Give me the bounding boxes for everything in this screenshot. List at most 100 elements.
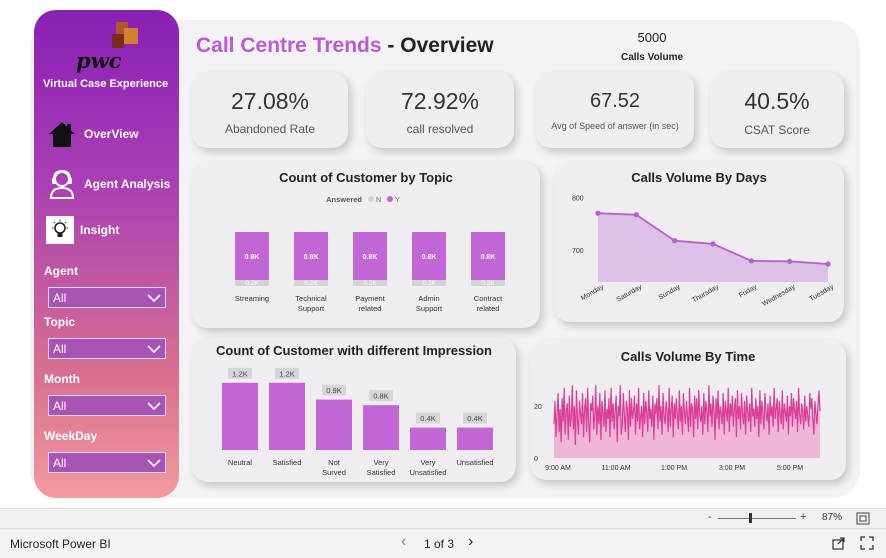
zoom-slider[interactable] (718, 513, 796, 523)
topic-bar-y (235, 232, 269, 280)
impression-data-label: 1.2K (279, 369, 294, 378)
nav-item-overview[interactable]: OverView (46, 118, 138, 150)
days-y-tick: 700 (572, 248, 584, 255)
impression-category-label: Satisfied (273, 458, 302, 467)
days-x-tick: Thursday (691, 283, 720, 304)
weekday-dropdown[interactable]: All (48, 452, 166, 473)
topic-category-label: Streaming (235, 294, 269, 303)
topic-bar-y-label: 0.8K (422, 254, 437, 261)
legend-label-y: Y (395, 195, 400, 204)
fullscreen-icon[interactable] (860, 536, 874, 555)
time-x-tick: 9:00 AM (545, 465, 571, 472)
topic-bar-y (471, 232, 505, 280)
nav-label: OverView (84, 127, 139, 141)
fit-to-page-icon[interactable] (856, 512, 870, 530)
dropdown-value: All (53, 290, 67, 305)
zoom-level: 87% (822, 512, 843, 523)
taskbar: Microsoft Power BI ‹ 1 of 3 › (0, 528, 886, 558)
kpi-speed-of-answer: 67.52 Avg of Speed of answer (in sec) (536, 72, 694, 148)
topic-chart-title: Count of Customer by Topic (279, 170, 453, 185)
time-y-tick: 0 (534, 456, 538, 463)
impression-label-bg (369, 390, 393, 402)
agent-dropdown[interactable]: All (48, 287, 166, 308)
topic-bar-n (235, 280, 269, 286)
agent-slicer-label: Agent (44, 264, 78, 278)
days-point (672, 238, 678, 244)
title-sep: - (381, 34, 401, 57)
topic-chart: Answered N Y 0.8K 0.2K Streaming 0.8K 0.2K Techn… (235, 195, 505, 313)
topic-category-label: Admin Support (416, 294, 443, 313)
kpi-label: Abandoned Rate (224, 122, 316, 136)
title-part1: Call Centre Trends (196, 34, 382, 57)
kpi-label: call resolved (406, 122, 474, 136)
days-point (595, 210, 601, 216)
topic-bar-n (353, 280, 387, 286)
share-icon[interactable] (832, 536, 846, 555)
impression-bar (410, 427, 446, 450)
days-y-tick: 800 (572, 195, 584, 202)
zoom-in-button[interactable]: + (800, 511, 807, 523)
dropdown-value: All (53, 398, 67, 413)
home-icon (46, 118, 78, 150)
days-point (787, 258, 793, 264)
days-point (748, 258, 754, 264)
impression-label-bg (463, 412, 487, 424)
time-x-tick: 3:00 PM (719, 465, 745, 472)
topic-bar-n-label: 0.2K (245, 280, 259, 287)
kpi-value: 40.5% (744, 88, 810, 114)
topic-bar-y (353, 232, 387, 280)
impression-data-label: 1.2K (232, 369, 247, 378)
topic-dropdown[interactable]: All (48, 338, 166, 359)
app-name: Microsoft Power BI (10, 537, 111, 551)
days-x-tick: Wednesday (761, 283, 797, 308)
kpi-value: 72.92% (400, 88, 479, 114)
nav-item-agent-analysis[interactable]: Agent Analysis (46, 168, 170, 200)
topic-bar-y-label: 0.8K (363, 254, 378, 261)
days-point (825, 261, 831, 267)
days-area (598, 213, 828, 282)
prev-page-button[interactable]: ‹ (401, 533, 407, 550)
time-y-tick: 20 (534, 404, 542, 411)
chevron-down-icon (147, 401, 161, 410)
calls-volume-value: 5000 (637, 30, 667, 45)
time-chart-card: Calls Volume By Time 0 20 9:00 AM 11:00 AM 1… (530, 340, 846, 480)
kpi-label: Avg of Speed of answer (in sec) (551, 121, 679, 131)
impression-category-label: Very Unsatisfied (409, 458, 446, 477)
month-dropdown[interactable]: All (48, 395, 166, 416)
topic-bar-y (294, 232, 328, 280)
legend-title: Answered (326, 195, 362, 204)
impression-bar (269, 382, 305, 450)
month-slicer-label: Month (44, 372, 80, 386)
impression-bar (457, 427, 493, 450)
dropdown-value: All (53, 341, 67, 356)
impression-category-label: Unsatisfied (456, 458, 493, 467)
topic-bar-n (471, 280, 505, 286)
impression-bar (363, 405, 399, 450)
agent-icon (46, 168, 78, 200)
topic-bar-n-label: 0.2K (304, 280, 318, 287)
sidebar-subtitle: Virtual Case Experience (43, 78, 169, 90)
impression-category-label: Very Satisfied (367, 458, 396, 477)
days-chart: 700 800 Monday Saturday Sunday Thursday Friday… (572, 195, 835, 308)
time-x-tick: 11:00 AM (601, 465, 630, 472)
calls-volume-label: Calls Volume (620, 52, 684, 63)
next-page-button[interactable]: › (468, 533, 474, 550)
topic-category-label: Payment related (355, 294, 386, 313)
impression-category-label: Neutral (228, 458, 253, 467)
impression-chart-card: Count of Customer with different Impress… (192, 338, 516, 482)
days-x-tick: Monday (580, 283, 605, 302)
kpi-label: CSAT Score (744, 123, 810, 137)
impression-chart-title: Count of Customer with different Impress… (216, 343, 492, 358)
topic-slicer-label: Topic (44, 315, 76, 329)
nav-item-insight[interactable]: Insight (46, 216, 119, 244)
impression-category-label: Not Surved (322, 458, 346, 477)
zoom-slider-thumb[interactable] (749, 513, 752, 523)
days-point (710, 241, 716, 247)
nav-label: Agent Analysis (84, 177, 171, 191)
time-x-tick: 1:00 PM (661, 465, 687, 472)
days-point (633, 212, 639, 218)
topic-bar-y (412, 232, 446, 280)
kpi-csat-score: 40.5% CSAT Score (710, 72, 844, 148)
zoom-out-button[interactable]: - (708, 511, 712, 523)
impression-label-bg (228, 367, 252, 379)
